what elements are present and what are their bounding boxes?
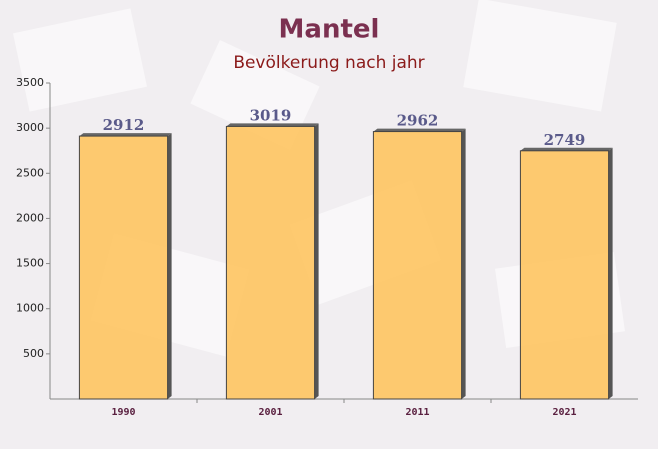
bar-shadow [167,133,172,399]
value-label: 2962 [397,112,439,130]
x-tick-label: 2011 [405,407,429,418]
y-tick-label: 2500 [16,166,44,179]
bar-shadow-top [373,128,466,132]
bar [519,150,610,400]
value-label: 3019 [250,106,292,124]
bar-shadow [608,147,613,399]
bar-shadow [314,123,319,399]
y-tick-label: 3500 [16,76,44,89]
value-label: 2912 [103,116,145,134]
bar [78,135,169,400]
bar-shadow-top [226,123,319,127]
chart-title: Mantel [279,15,380,45]
chart-subtitle: Bevölkerung nach jahr [233,53,424,73]
bar-shadow [461,128,466,399]
bar [372,131,463,400]
value-label: 2749 [544,131,586,149]
y-tick-label: 500 [23,347,44,360]
y-tick-label: 1500 [16,257,44,270]
y-tick-label: 1000 [16,302,44,315]
x-tick-label: 1990 [111,407,135,418]
bar-shadow-top [520,147,613,151]
x-tick-label: 2021 [552,407,576,418]
y-tick-label: 2000 [16,211,44,224]
x-tick-label: 2001 [258,407,282,418]
bar [225,125,316,400]
bar-shadow-top [79,133,172,137]
y-tick-label: 3000 [16,121,44,134]
